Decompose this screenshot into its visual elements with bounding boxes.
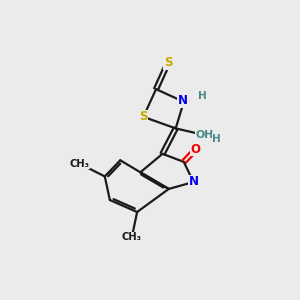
Text: CH₃: CH₃ xyxy=(69,158,89,169)
Text: O: O xyxy=(191,143,201,156)
Text: S: S xyxy=(139,110,148,123)
Text: S: S xyxy=(164,56,172,69)
Text: H: H xyxy=(212,134,221,144)
Text: OH: OH xyxy=(196,130,214,140)
Text: N: N xyxy=(178,94,188,107)
Text: CH₃: CH₃ xyxy=(122,232,142,242)
Text: N: N xyxy=(188,176,199,188)
Text: H: H xyxy=(198,91,207,101)
